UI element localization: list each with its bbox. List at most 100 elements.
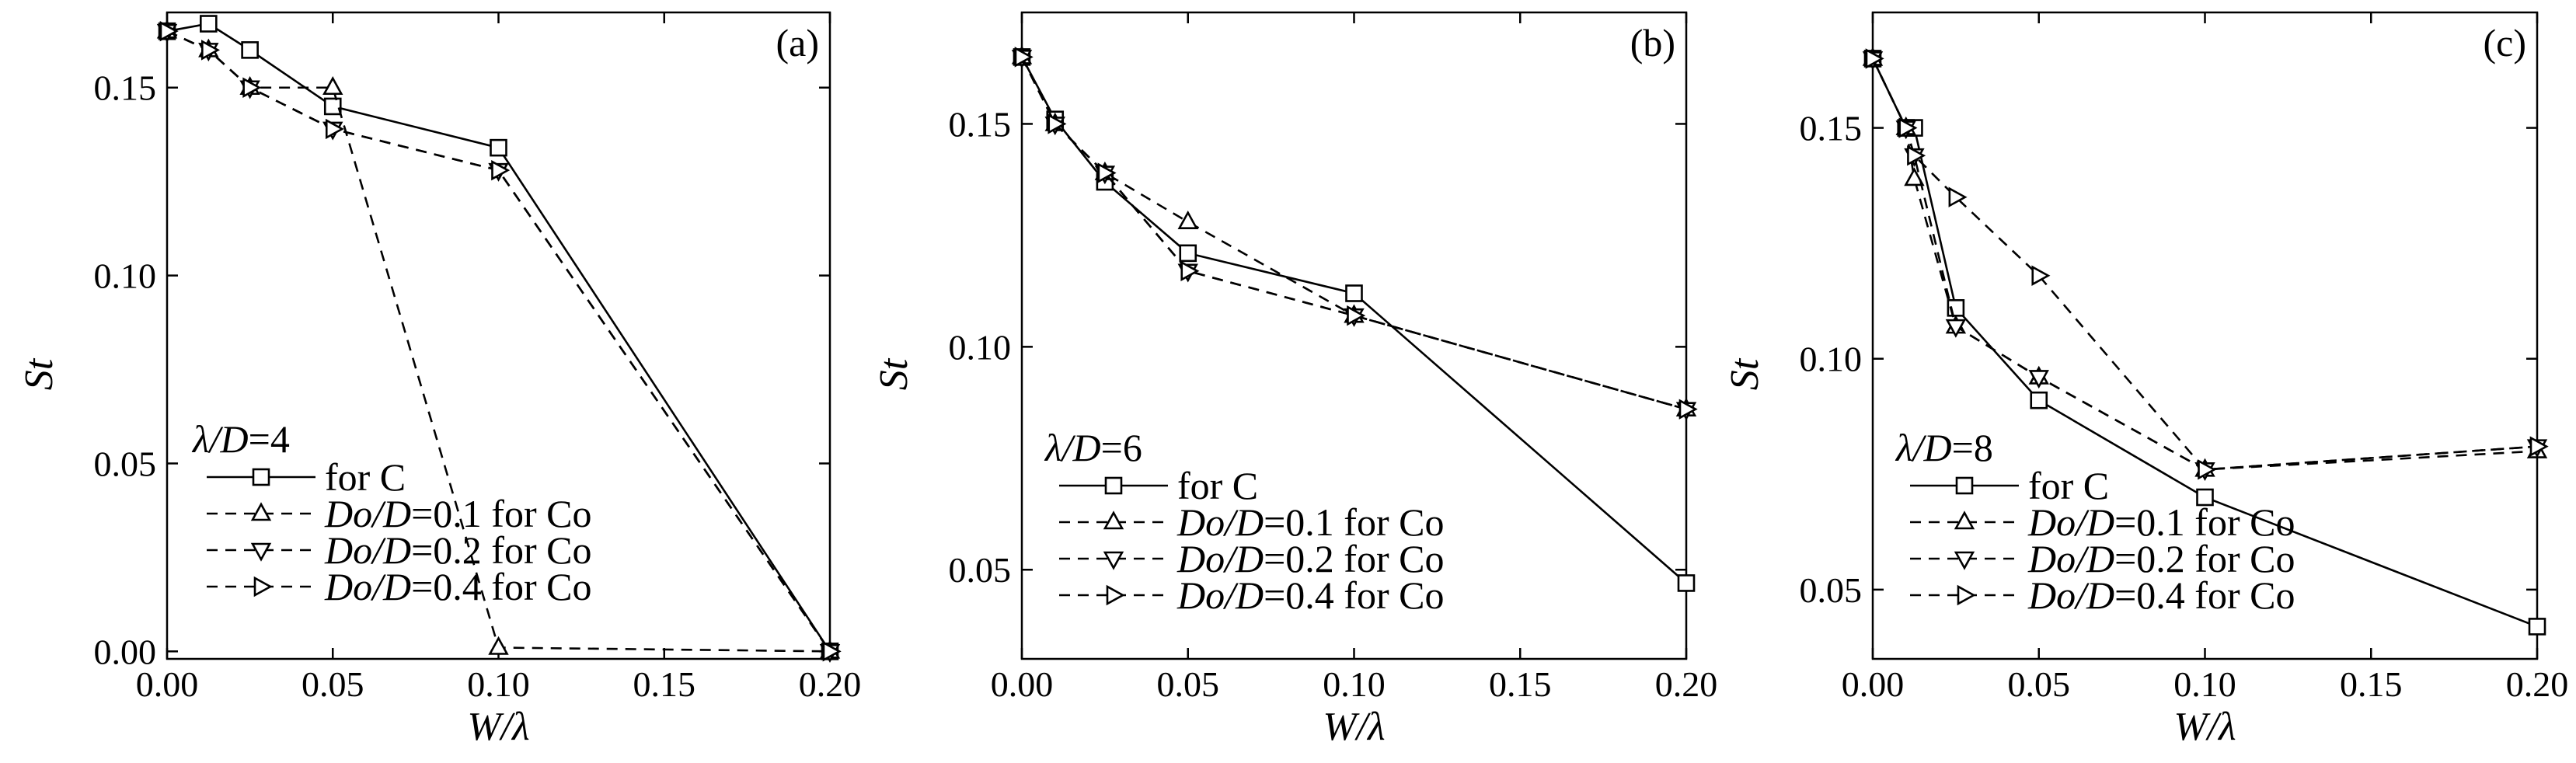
y-tick-label: 0.15: [1800, 109, 1863, 148]
x-axis-label: W/λ: [1323, 705, 1385, 749]
legend-swatch-marker: [253, 576, 273, 598]
data-point: [1865, 48, 1884, 69]
x-tick-label: 0.00: [991, 664, 1054, 704]
legend-swatch-marker: [250, 542, 272, 562]
series-line: [1871, 57, 2538, 471]
series-4: [159, 20, 842, 662]
chart-panel-3: 0.00 0.05 0.10 0.15 0.20 0.05 0.10 0.15 W/λ St (c)…: [1723, 11, 2569, 749]
x-axis-label: W/λ: [467, 705, 529, 749]
x-tick-label: 0.05: [2008, 664, 2071, 704]
legend-swatch-marker: [250, 502, 272, 521]
data-point: [1014, 47, 1034, 68]
y-tick-label: 0.05: [1800, 570, 1863, 610]
legend-entry: Do/D=0.1 for Co: [324, 492, 591, 535]
data-point: [241, 41, 259, 59]
y-tick-label: 0.15: [94, 68, 157, 108]
data-point: [2028, 370, 2049, 389]
series-3: [1011, 50, 1697, 421]
x-tick-label: 0.20: [1655, 664, 1718, 704]
data-point: [2528, 618, 2546, 636]
data-point: [1904, 167, 1925, 186]
legend-swatch-marker: [1104, 476, 1123, 495]
data-point: [2030, 391, 2048, 409]
data-point: [490, 138, 507, 157]
data-point: [2198, 459, 2217, 480]
x-tick-label: 0.05: [302, 664, 364, 704]
data-point: [1677, 574, 1696, 592]
series-line: [1020, 56, 1687, 410]
legend-entry: Do/D=0.4 for Co: [2027, 573, 2295, 617]
data-point: [159, 20, 179, 42]
data-point: [2196, 488, 2214, 507]
panel-label: (c): [2484, 21, 2527, 64]
y-tick-label: 0.05: [94, 444, 157, 483]
legend-swatch-marker: [1957, 584, 1976, 606]
series-4: [1865, 48, 2549, 480]
y-axis-label: St: [1723, 357, 1767, 390]
data-point: [488, 636, 509, 655]
legend-swatch-marker: [1103, 510, 1124, 530]
x-tick-label: 0.20: [2506, 664, 2569, 704]
series-line: [1020, 56, 1687, 584]
data-point: [200, 15, 218, 33]
series-line: [1020, 56, 1687, 410]
legend-entry: Do/D=0.2 for Co: [1176, 537, 1444, 580]
x-tick-label: 0.15: [1489, 664, 1552, 704]
legend-entry: for C: [2028, 464, 2109, 507]
y-tick-label: 0.10: [1800, 340, 1863, 379]
data-point: [1345, 284, 1363, 302]
data-point: [1097, 162, 1117, 183]
series-4: [1014, 47, 1698, 420]
data-point: [242, 77, 262, 98]
y-tick-label: 0.05: [949, 550, 1012, 590]
data-point: [2031, 265, 2051, 286]
data-point: [1347, 305, 1366, 326]
legend-title: λ/D=8: [1895, 426, 1993, 469]
series-line: [1020, 56, 1687, 410]
data-point: [1179, 244, 1197, 263]
y-axis-label: St: [17, 357, 61, 390]
data-point: [323, 97, 342, 116]
data-point: [1678, 399, 1698, 420]
y-tick-label: 0.10: [949, 327, 1012, 367]
x-tick-label: 0.15: [2340, 664, 2403, 704]
chart-panel-1: 0.00 0.05 0.10 0.15 0.20 0.00 0.05 0.10 0.15 W/λ S…: [17, 11, 862, 749]
x-tick-label: 0.00: [136, 664, 199, 704]
x-tick-label: 0.10: [1323, 664, 1386, 704]
chart-panel-2: 0.00 0.05 0.10 0.15 0.20 0.05 0.10 0.15 W/λ St (b)…: [872, 11, 1718, 749]
y-tick-label: 0.15: [949, 104, 1012, 144]
data-point: [822, 641, 842, 662]
x-tick-label: 0.05: [1157, 664, 1220, 704]
series-line: [1871, 57, 2538, 471]
legend-swatch-marker: [1954, 510, 1975, 530]
x-tick-label: 0.10: [467, 664, 530, 704]
legend-title: λ/D=4: [191, 417, 290, 461]
x-tick-label: 0.20: [799, 664, 862, 704]
legend-entry: Do/D=0.1 for Co: [1176, 500, 1444, 544]
legend-entry: Do/D=0.1 for Co: [2027, 500, 2295, 544]
legend-entry: for C: [325, 455, 406, 499]
data-point: [1945, 319, 1967, 338]
data-point: [1898, 117, 1918, 138]
data-point: [1907, 145, 1926, 166]
x-tick-label: 0.00: [1842, 664, 1905, 704]
panel-label: (b): [1630, 21, 1675, 64]
data-point: [491, 159, 511, 181]
series-line: [1871, 57, 2538, 471]
legend-swatch-marker: [252, 468, 270, 486]
data-point: [1180, 260, 1200, 281]
x-tick-label: 0.10: [2173, 664, 2236, 704]
legend-entry: for C: [1177, 464, 1258, 507]
series-3: [1862, 51, 2548, 482]
legend-swatch-marker: [1106, 584, 1125, 606]
legend-swatch-marker: [1103, 551, 1124, 570]
legend-entry: Do/D=0.2 for Co: [2027, 537, 2295, 580]
legend-entry: Do/D=0.4 for Co: [1176, 573, 1444, 617]
panel-label: (a): [776, 21, 820, 64]
data-point: [1047, 113, 1067, 134]
legend-entry: Do/D=0.4 for Co: [324, 565, 591, 608]
